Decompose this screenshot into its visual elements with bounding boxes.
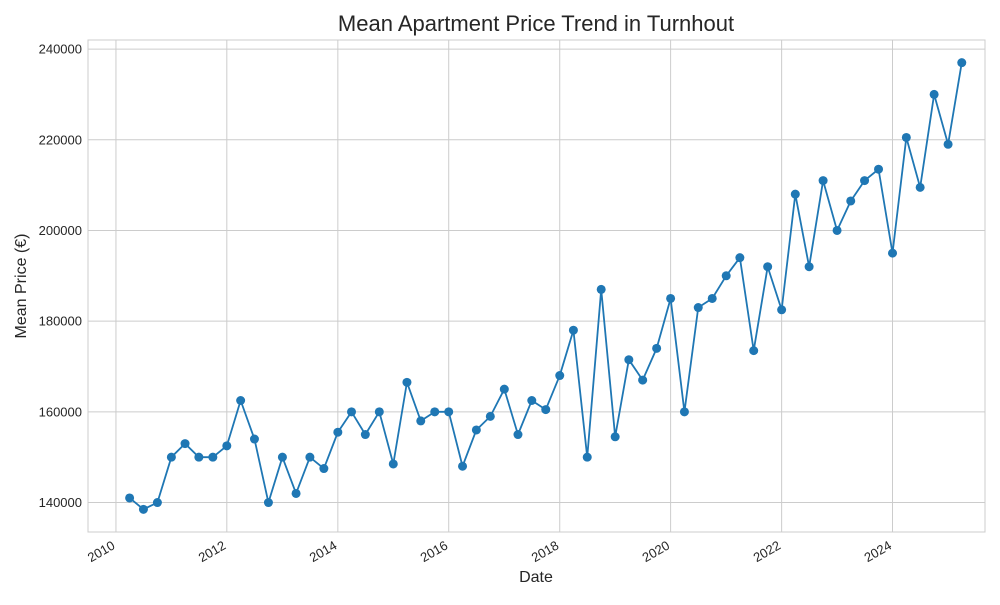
x-tick-label: 2016 [418,538,451,565]
x-tick-label: 2014 [307,538,340,565]
chart-title: Mean Apartment Price Trend in Turnhout [338,11,734,36]
data-point [874,164,884,174]
data-point [555,371,565,381]
data-point [749,346,759,356]
data-point [832,225,842,235]
plot-frame [87,39,986,533]
data-point [666,293,676,303]
data-point [763,262,773,272]
data-point [471,425,481,435]
data-point [152,498,162,508]
data-point [527,396,537,405]
data-point [915,182,925,192]
data-point [208,452,218,462]
x-tick-label: 2012 [196,538,229,565]
x-tick-label: 2020 [640,538,673,565]
data-point [180,439,190,449]
y-tick-label: 240000 [39,42,82,57]
data-point [430,407,440,417]
x-tick-labels: 2010 2012 2014 2016 2018 2020 2022 2024 [85,538,894,565]
data-point [236,396,246,405]
data-point [277,452,287,462]
y-tick-label: 220000 [39,132,82,147]
data-point [929,89,939,99]
data-point [388,459,398,469]
series-layer [125,58,967,514]
data-point [305,452,315,462]
data-point [943,139,953,149]
data-point [804,262,814,272]
data-point [582,452,592,462]
data-point [735,253,745,263]
data-point [499,384,509,394]
data-point [679,407,689,417]
data-point [846,196,856,206]
data-point [458,461,468,471]
data-point [374,407,384,417]
data-point [263,498,273,508]
data-point [652,343,662,353]
x-tick-label: 2018 [529,538,562,565]
data-point [513,430,523,440]
data-point [541,405,551,415]
data-point [860,176,870,186]
data-point [707,293,717,303]
data-point [125,493,135,503]
data-point [693,303,703,313]
data-point [194,452,204,462]
data-point [416,416,426,426]
data-point [347,407,357,417]
data-point [596,284,606,294]
data-point [790,189,800,199]
data-point [721,271,731,281]
y-tick-label: 140000 [39,495,82,510]
data-point [888,248,898,258]
data-point [249,434,259,444]
data-point [777,305,787,315]
x-axis-label: Date [519,569,553,586]
data-point [624,355,634,365]
y-axis-label: Mean Price (€) [13,234,30,339]
x-tick-label: 2010 [85,538,118,565]
y-tick-label: 200000 [39,223,82,238]
data-point [166,452,176,462]
data-point [485,411,495,421]
gridlines [88,40,985,532]
x-tick-label: 2022 [751,538,784,565]
data-point [333,427,343,437]
data-point [222,441,232,451]
data-point [901,132,911,142]
y-tick-label: 180000 [39,314,82,329]
x-tick-label: 2024 [861,538,894,565]
data-point [957,58,967,68]
data-point [291,488,301,498]
data-point [610,432,620,442]
y-tick-label: 160000 [39,404,82,419]
data-point [360,430,370,440]
data-point [568,325,578,335]
data-point [818,176,828,186]
data-point [319,464,329,474]
data-point [444,407,454,417]
data-point [138,504,148,514]
data-point [638,375,648,385]
y-tick-labels: 140000 160000 180000 200000 220000 240000 [39,42,82,510]
data-point [402,377,412,387]
